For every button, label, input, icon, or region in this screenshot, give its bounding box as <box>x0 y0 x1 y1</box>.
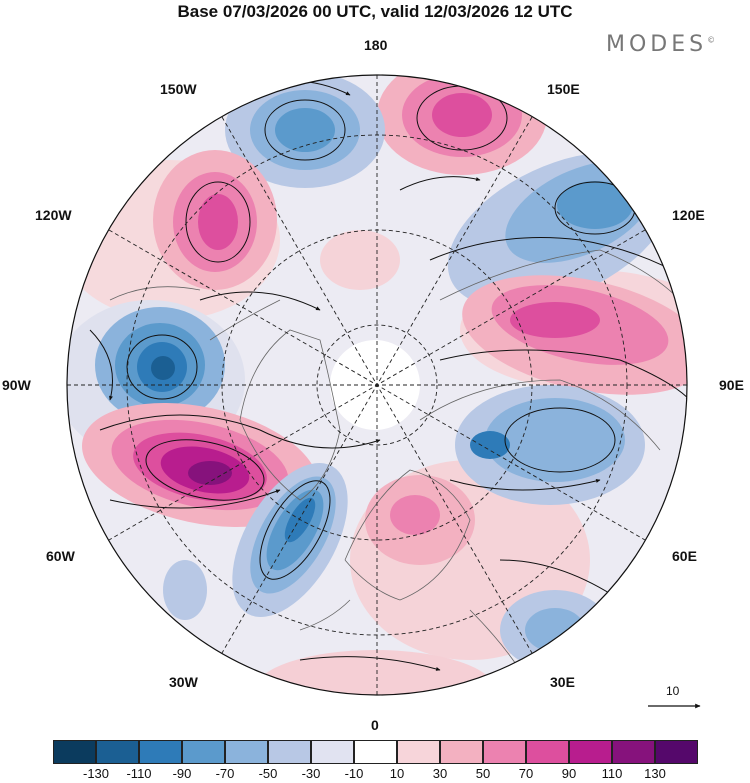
colorbar-tick-label: 130 <box>644 766 666 781</box>
lon-label-150w: 150W <box>160 81 197 97</box>
colorbar-swatch <box>311 740 354 764</box>
colorbar-swatch <box>440 740 483 764</box>
colorbar-swatch <box>53 740 96 764</box>
graticule <box>67 75 687 695</box>
colorbar-tick-label: 110 <box>601 766 623 781</box>
colorbar-swatch <box>96 740 139 764</box>
modes-logo: MODES© <box>606 32 716 57</box>
colorbar-tick-label: 70 <box>518 766 534 781</box>
anomaly-field <box>67 75 687 695</box>
colorbar-tick-label: 30 <box>432 766 448 781</box>
map-title: Base 07/03/2026 00 UTC, valid 12/03/2026… <box>177 2 573 21</box>
colorbar-tick-label: -50 <box>258 766 278 781</box>
lon-label-30e: 30E <box>550 674 575 690</box>
colorbar-tick-label: -70 <box>215 766 235 781</box>
colorbar-tick-label: -90 <box>172 766 192 781</box>
colorbar-swatch <box>397 740 440 764</box>
reference-vector-label: 10 <box>666 684 680 698</box>
lon-label-0: 0 <box>371 717 379 733</box>
colorbar-tick-label: -130 <box>82 766 110 781</box>
colorbar-tick-label: -30 <box>301 766 321 781</box>
colorbar-tick-label: -10 <box>344 766 364 781</box>
colorbar-swatch <box>483 740 526 764</box>
colorbar-swatch <box>268 740 311 764</box>
map-border <box>66 74 688 696</box>
lon-label-30w: 30W <box>169 674 198 690</box>
vortex-rings <box>126 85 636 580</box>
colorbar-swatch <box>182 740 225 764</box>
colorbar-swatch <box>655 740 698 764</box>
colorbar-tick-label: -110 <box>126 766 152 781</box>
colorbar-swatch <box>569 740 612 764</box>
colorbar-swatch <box>354 740 397 764</box>
lon-label-90w: 90W <box>2 377 31 393</box>
colorbar-swatch <box>139 740 182 764</box>
colorbar-swatch <box>225 740 268 764</box>
lon-label-120e: 120E <box>672 207 705 223</box>
colorbar-tick-label: 50 <box>475 766 491 781</box>
lon-label-60w: 60W <box>46 548 75 564</box>
colorbar-tick-label: 90 <box>561 766 577 781</box>
lon-label-180: 180 <box>364 37 388 53</box>
colorbar-tick-label: 10 <box>389 766 405 781</box>
lon-label-120w: 120W <box>35 207 72 223</box>
lon-label-150e: 150E <box>547 81 580 97</box>
colorbar-swatch <box>526 740 569 764</box>
colorbar-swatch <box>612 740 655 764</box>
lon-label-60e: 60E <box>672 548 697 564</box>
lon-label-90e: 90E <box>719 377 744 393</box>
